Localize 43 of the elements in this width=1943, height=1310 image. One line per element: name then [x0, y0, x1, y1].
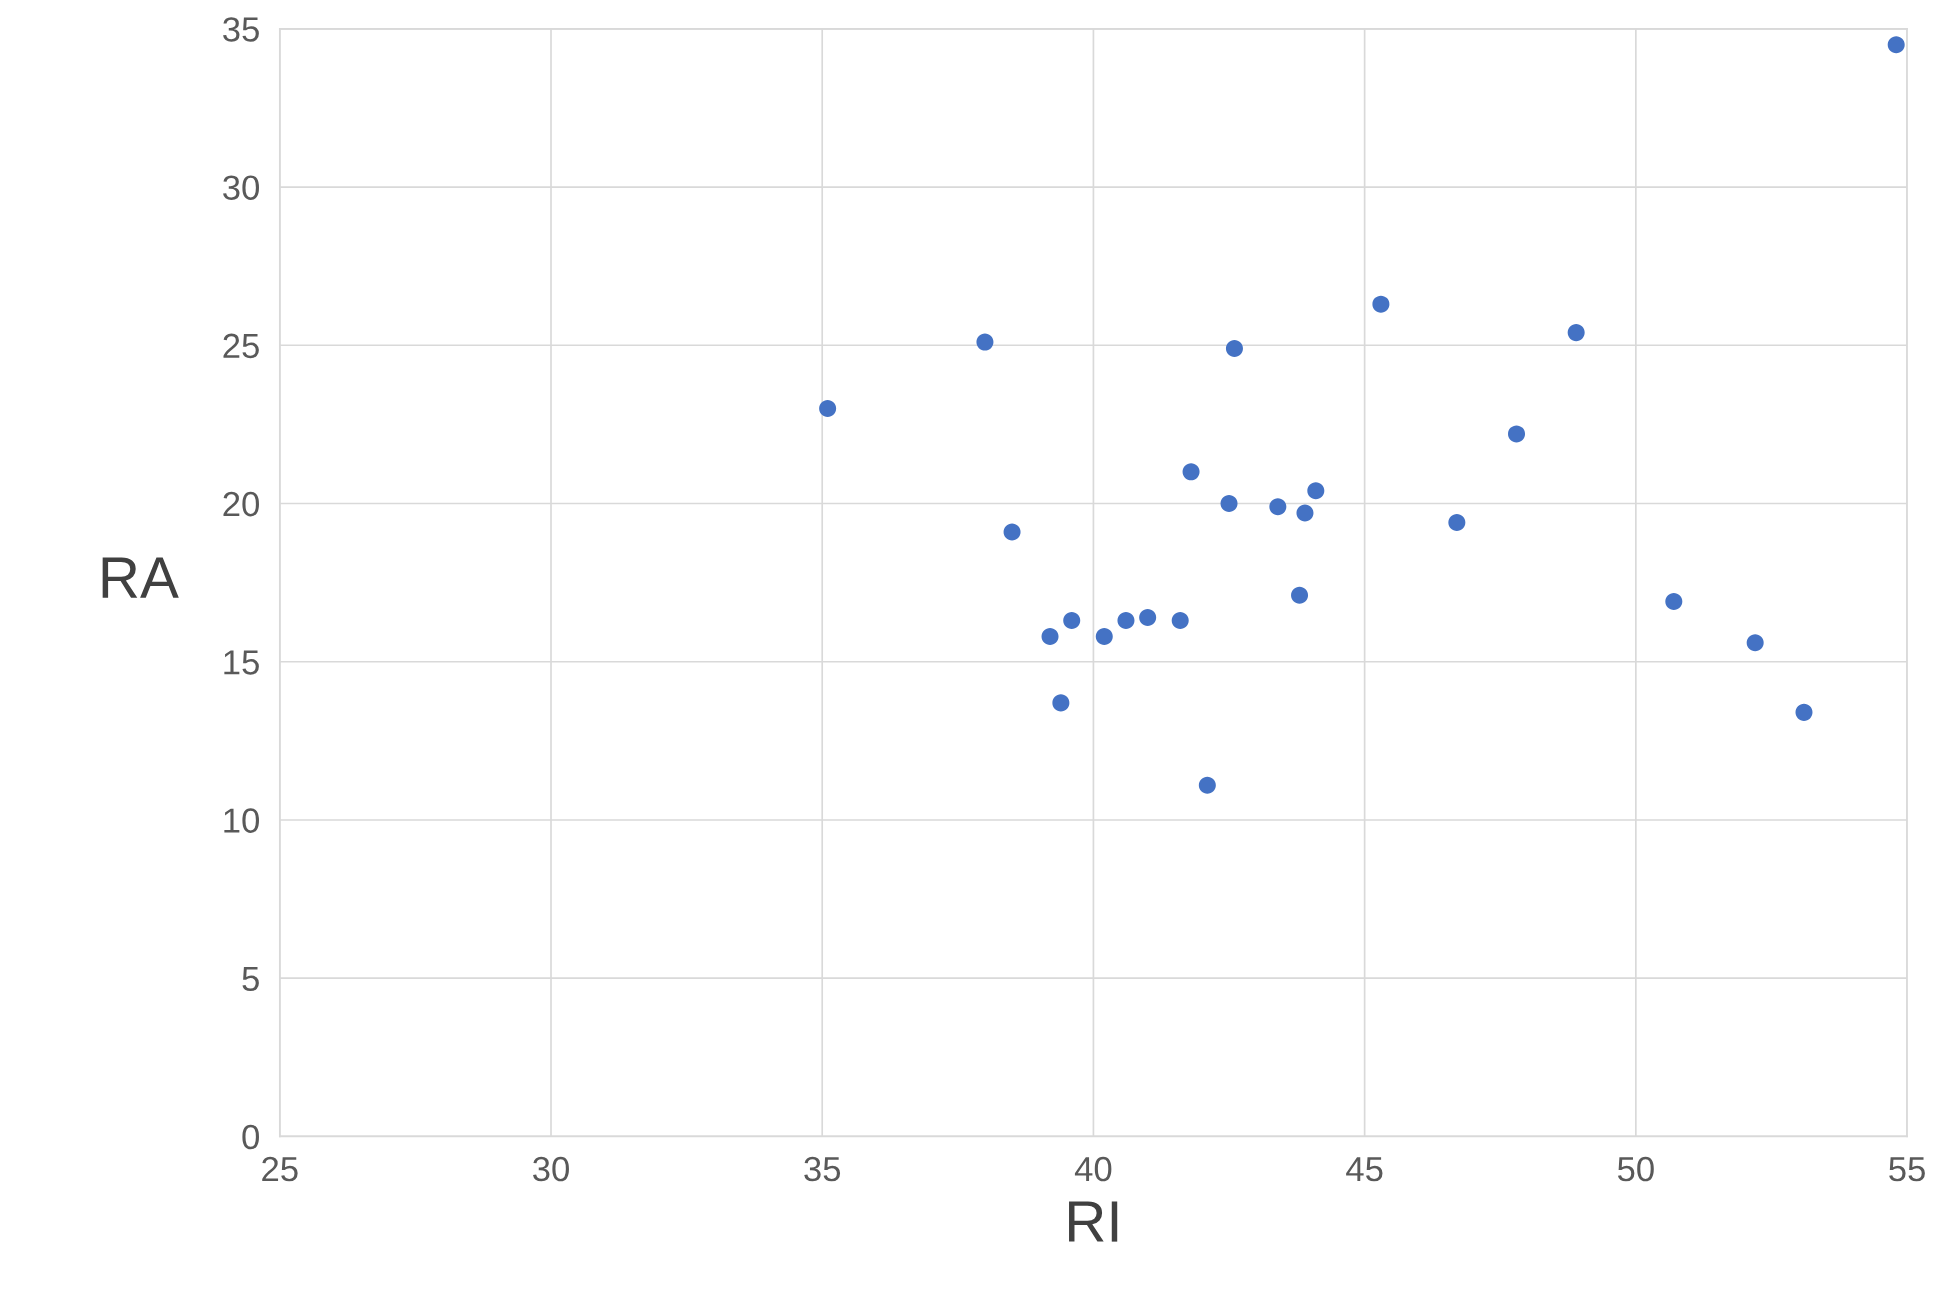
point [1372, 295, 1390, 313]
y-tick-label: 10 [224, 808, 259, 833]
x-tick-label: 25 [262, 1156, 298, 1182]
point [1307, 482, 1325, 500]
point [1003, 523, 1021, 541]
point [1746, 634, 1764, 652]
x-tick-label: 40 [1074, 1156, 1112, 1182]
point [1063, 612, 1081, 630]
y-tick-label: 5 [242, 966, 259, 992]
point [819, 400, 837, 418]
x-tick-label: 30 [533, 1156, 569, 1182]
point [1269, 498, 1287, 516]
point [1041, 627, 1059, 645]
y-tick-label: 0 [242, 1124, 259, 1150]
x-axis-title: RI [1069, 1201, 1118, 1242]
y-tick-label: 30 [223, 175, 259, 200]
x-tick-label: 45 [1346, 1157, 1383, 1182]
point [1508, 425, 1526, 443]
point [1795, 703, 1813, 721]
point [1117, 612, 1135, 630]
x-tick-label: 55 [1889, 1157, 1925, 1182]
x-tick-label: 35 [804, 1156, 841, 1182]
point [1296, 504, 1314, 522]
y-tick-label: 25 [223, 333, 259, 359]
point [1182, 463, 1200, 481]
point [1567, 324, 1585, 342]
point [1171, 612, 1189, 630]
point [1052, 694, 1070, 712]
point [1887, 36, 1905, 54]
point [1665, 593, 1683, 611]
point [1225, 339, 1243, 357]
point [1291, 586, 1309, 604]
y-tick-label: 20 [223, 491, 259, 517]
point [1139, 608, 1157, 626]
point [1198, 776, 1216, 794]
x-tick-label: 50 [1617, 1156, 1654, 1182]
point [1095, 627, 1113, 645]
point [1220, 495, 1238, 513]
y-axis-title: RA [102, 557, 179, 598]
y-tick-label: 35 [223, 17, 259, 42]
y-tick-label: 15 [224, 650, 259, 675]
point [1448, 513, 1466, 531]
point [976, 333, 994, 351]
